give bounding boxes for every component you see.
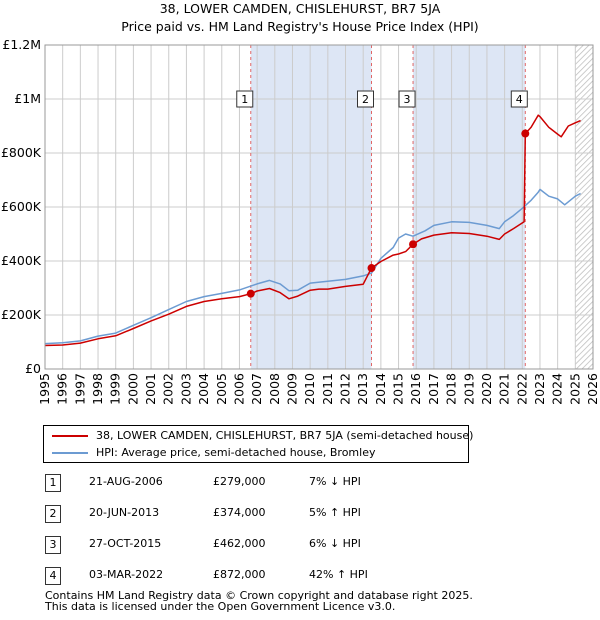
transaction-number: 3	[45, 536, 61, 554]
x-tick-label: 2009	[284, 373, 299, 405]
x-tick-label: 1996	[55, 373, 70, 405]
x-tick-label: 2000	[125, 373, 140, 405]
y-tick-label: £0	[25, 361, 41, 376]
property-price-line	[44, 114, 581, 347]
x-tick-label: 2016	[408, 373, 423, 405]
x-tick-label: 1995	[37, 373, 52, 405]
sale-marker-label-4: 4	[516, 93, 523, 106]
transaction-hpi-diff: 42% ↑ HPI	[309, 568, 368, 581]
x-tick-label: 2023	[532, 373, 547, 405]
sale-marker-label-3: 3	[404, 93, 411, 106]
x-tick-label: 1998	[90, 373, 105, 405]
sale-marker-label-2: 2	[362, 93, 369, 106]
legend: 38, LOWER CAMDEN, CHISLEHURST, BR7 5JA (…	[43, 425, 473, 463]
x-tick-label: 1997	[72, 373, 87, 405]
x-tick-label: 2010	[302, 373, 317, 405]
transaction-number: 1	[45, 474, 61, 492]
transaction-hpi-diff: 5% ↑ HPI	[309, 506, 361, 519]
x-tick-label: 2015	[391, 373, 406, 405]
transaction-number: 2	[45, 505, 61, 523]
legend-swatch-property	[52, 435, 88, 437]
transaction-date: 21-AUG-2006	[89, 475, 163, 488]
footer: Contains HM Land Registry data © Crown c…	[45, 590, 473, 612]
y-tick-label: £400K	[1, 253, 42, 268]
sale-marker-box-3	[398, 90, 416, 108]
title-line-2: Price paid vs. HM Land Registry's House …	[121, 19, 479, 34]
transaction-number: 4	[45, 567, 61, 585]
x-tick-label: 2021	[497, 373, 512, 405]
x-tick-label: 2008	[267, 373, 282, 405]
plot-frame	[44, 44, 594, 370]
sale-marker-box-4	[510, 90, 528, 108]
transaction-price: £279,000	[213, 475, 266, 488]
x-tick-label: 2018	[444, 373, 459, 405]
x-tick-label: 2024	[550, 373, 565, 405]
x-tick-label: 2012	[338, 373, 353, 405]
x-tick-label: 2026	[585, 373, 600, 405]
transaction-hpi-diff: 7% ↓ HPI	[309, 475, 361, 488]
transaction-price: £374,000	[213, 506, 266, 519]
sale-point-2	[367, 264, 376, 273]
legend-item-property: 38, LOWER CAMDEN, CHISLEHURST, BR7 5JA (…	[52, 427, 473, 445]
transaction-date: 27-OCT-2015	[89, 537, 162, 550]
x-tick-label: 2014	[373, 373, 388, 405]
legend-label-property: 38, LOWER CAMDEN, CHISLEHURST, BR7 5JA (…	[96, 429, 474, 442]
transaction-date: 20-JUN-2013	[89, 506, 160, 519]
sale-point-4	[521, 129, 530, 138]
hpi-line	[44, 188, 581, 345]
y-tick-label: £800K	[1, 145, 42, 160]
x-tick-label: 2004	[196, 373, 211, 405]
x-tick-label: 2019	[461, 373, 476, 405]
y-tick-label: £600K	[1, 199, 42, 214]
y-tick-label: £1.2M	[2, 37, 41, 52]
chart-title: 38, LOWER CAMDEN, CHISLEHURST, BR7 5JA P…	[0, 0, 600, 36]
x-tick-label: 2025	[567, 373, 582, 405]
x-tick-label: 2013	[355, 373, 370, 405]
y-tick-label: £200K	[1, 307, 42, 322]
x-tick-label: 2001	[143, 373, 158, 405]
sale-point-1	[246, 289, 255, 298]
sale-marker-box-1	[236, 90, 254, 108]
legend-item-hpi: HPI: Average price, semi-detached house,…	[52, 444, 375, 462]
x-tick-label: 2006	[231, 373, 246, 405]
x-tick-label: 2020	[479, 373, 494, 405]
x-tick-label: 2005	[214, 373, 229, 405]
sale-marker-label-1: 1	[241, 93, 248, 106]
x-tick-label: 2017	[426, 373, 441, 405]
sale-point-3	[409, 240, 418, 249]
transaction-price: £462,000	[213, 537, 266, 550]
x-tick-label: 2007	[249, 373, 264, 405]
y-tick-label: £1M	[14, 91, 41, 106]
x-tick-label: 2002	[161, 373, 176, 405]
transaction-date: 03-MAR-2022	[89, 568, 164, 581]
transaction-hpi-diff: 6% ↓ HPI	[309, 537, 361, 550]
footer-line-1: Contains HM Land Registry data © Crown c…	[45, 589, 473, 602]
price-chart: 1 2 3 4 £0 £200K £400K £600K £800K £1M £1.2M 1995…	[1, 37, 600, 405]
sale-marker-box-2	[357, 90, 375, 108]
x-tick-label: 2022	[514, 373, 529, 405]
title-line-1: 38, LOWER CAMDEN, CHISLEHURST, BR7 5JA	[159, 1, 441, 16]
x-tick-label: 2011	[320, 373, 335, 405]
legend-swatch-hpi	[52, 452, 88, 454]
x-tick-label: 2003	[178, 373, 193, 405]
legend-label-hpi: HPI: Average price, semi-detached house,…	[96, 446, 376, 459]
transaction-price: £872,000	[213, 568, 266, 581]
footer-line-2: This data is licensed under the Open Gov…	[45, 600, 396, 613]
x-tick-label: 1999	[108, 373, 123, 405]
